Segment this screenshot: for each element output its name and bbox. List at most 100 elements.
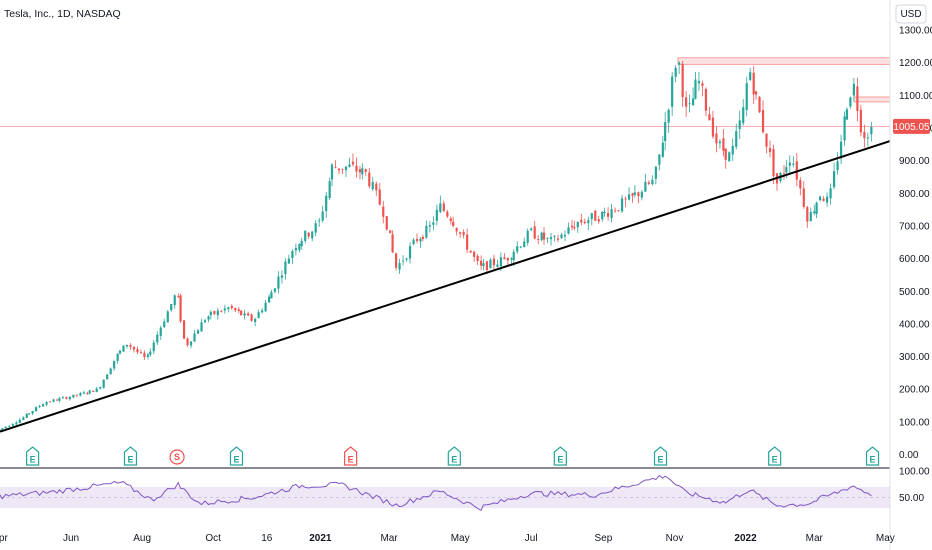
currency-badge[interactable]: USD bbox=[895, 4, 927, 24]
candle bbox=[809, 207, 812, 222]
event-marker-shape[interactable] bbox=[865, 446, 880, 466]
candle-body bbox=[704, 89, 708, 111]
candle bbox=[754, 90, 758, 100]
event-marker-shape[interactable] bbox=[768, 446, 782, 466]
event-marker-shape[interactable] bbox=[447, 446, 461, 466]
event-marker-shape[interactable] bbox=[553, 446, 567, 466]
event-marker-earnings[interactable]: E bbox=[653, 446, 668, 466]
candle-body bbox=[415, 238, 419, 242]
event-marker-earnings[interactable]: E bbox=[768, 446, 782, 466]
candle-body bbox=[385, 216, 388, 230]
event-marker-earnings[interactable]: E bbox=[447, 446, 461, 466]
event-marker-earnings[interactable]: E bbox=[553, 446, 567, 466]
candle-body bbox=[203, 320, 207, 323]
candle-body bbox=[742, 107, 745, 124]
candle-body bbox=[109, 368, 112, 375]
resistance-zone[interactable] bbox=[677, 57, 891, 65]
candle bbox=[523, 237, 526, 248]
candle-body bbox=[200, 322, 203, 332]
trendline[interactable] bbox=[0, 140, 891, 433]
candle-body bbox=[421, 236, 424, 240]
event-marker-earnings[interactable]: E bbox=[26, 446, 40, 466]
event-marker-earnings[interactable]: E bbox=[865, 446, 880, 466]
event-marker-dividend[interactable]: E bbox=[344, 446, 358, 466]
candle-body bbox=[348, 164, 351, 167]
candle bbox=[476, 253, 479, 265]
candle bbox=[129, 343, 132, 350]
candle bbox=[55, 398, 59, 401]
candle-body bbox=[79, 393, 82, 396]
candle bbox=[590, 212, 593, 226]
candle-body bbox=[82, 392, 85, 394]
candle bbox=[200, 318, 203, 332]
candle-body bbox=[318, 220, 321, 222]
candle bbox=[193, 329, 196, 342]
event-marker-shape[interactable] bbox=[344, 446, 358, 466]
candle bbox=[802, 181, 805, 209]
candle bbox=[813, 204, 816, 216]
candle-body bbox=[330, 164, 334, 180]
candle bbox=[606, 207, 610, 221]
candle bbox=[603, 207, 606, 217]
candle-body bbox=[533, 226, 536, 239]
event-marker-shape[interactable] bbox=[26, 446, 40, 466]
candle bbox=[284, 258, 287, 280]
candle bbox=[375, 181, 378, 197]
candle-body bbox=[86, 393, 89, 394]
candle-body bbox=[594, 210, 597, 221]
candle-body bbox=[223, 308, 226, 311]
candle bbox=[102, 379, 105, 389]
time-axis[interactable]: Apr Jun Aug Oct 16 2021 Mar May Jul Sep Nov 2022 Mar… bbox=[0, 533, 895, 544]
candle-body bbox=[549, 237, 553, 240]
candle bbox=[492, 254, 496, 271]
candle-body bbox=[166, 311, 169, 323]
candle bbox=[22, 416, 25, 421]
currency-badge-box[interactable] bbox=[895, 4, 927, 24]
candle-body bbox=[738, 120, 741, 129]
resistance-zone[interactable] bbox=[853, 96, 891, 103]
candle bbox=[15, 420, 18, 427]
candle bbox=[597, 215, 600, 224]
candle-body bbox=[715, 133, 718, 144]
candle bbox=[382, 200, 385, 224]
candle bbox=[546, 237, 549, 244]
candle-body bbox=[610, 209, 613, 219]
event-marker-earnings[interactable]: E bbox=[123, 446, 138, 466]
event-marker-shape[interactable] bbox=[653, 446, 668, 466]
candle bbox=[348, 157, 351, 168]
event-marker-earnings[interactable]: E bbox=[229, 446, 244, 466]
candle-body bbox=[849, 97, 852, 107]
time-tick-label: Jul bbox=[525, 533, 538, 544]
candle bbox=[661, 135, 664, 159]
candle bbox=[257, 309, 260, 319]
event-marker-shape[interactable] bbox=[229, 446, 244, 466]
candle bbox=[473, 250, 476, 262]
candle bbox=[273, 287, 277, 294]
candle-body bbox=[401, 260, 405, 262]
candle-body bbox=[149, 351, 152, 355]
candle bbox=[768, 140, 772, 158]
candle bbox=[143, 350, 146, 360]
candle bbox=[761, 100, 765, 134]
candle-body bbox=[567, 227, 570, 234]
candle-body bbox=[459, 232, 462, 234]
candle-body bbox=[658, 154, 661, 165]
price-axis[interactable]: 1300.001200.001100.001000.00900.00800.00… bbox=[899, 26, 932, 461]
candle bbox=[852, 77, 855, 102]
candle-body bbox=[391, 234, 394, 253]
event-marker-shape[interactable] bbox=[123, 446, 138, 466]
candle bbox=[216, 307, 219, 320]
candle-body bbox=[782, 172, 786, 174]
candle-body bbox=[752, 72, 755, 95]
event-marker-split[interactable]: S bbox=[169, 449, 185, 465]
candle-body bbox=[510, 258, 513, 260]
candle-body bbox=[65, 397, 68, 399]
candle-body bbox=[863, 131, 866, 139]
candle-body bbox=[358, 169, 362, 173]
candle bbox=[866, 132, 869, 147]
candle-body bbox=[45, 402, 48, 405]
split-marker-circle[interactable] bbox=[169, 449, 185, 465]
